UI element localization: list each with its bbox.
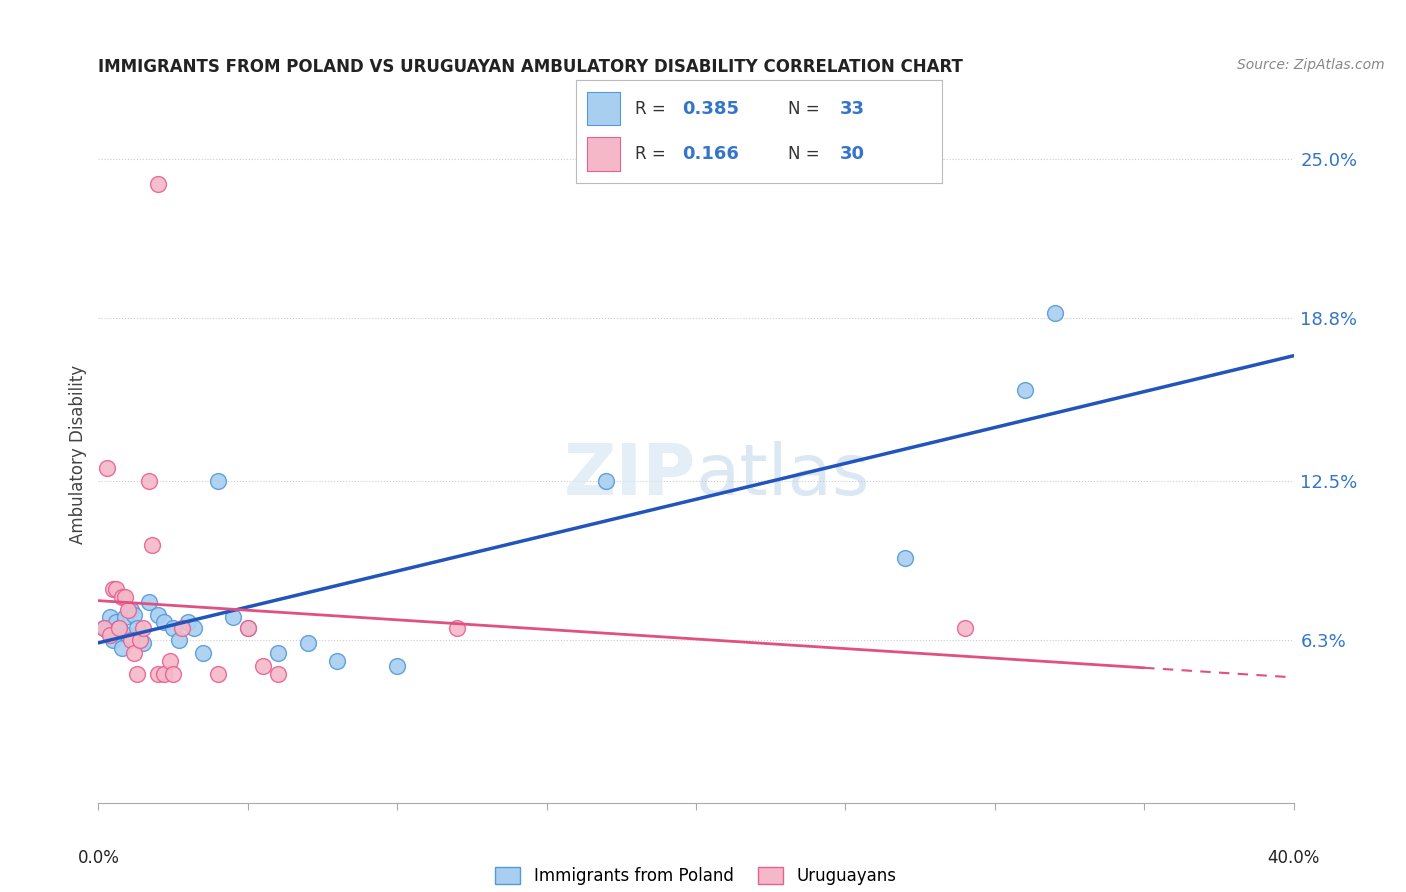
Point [297,636,319,650]
Text: 30: 30 [839,145,865,163]
Point [148,607,170,622]
Point [153,667,176,681]
Point [108,621,131,635]
Text: 0.385: 0.385 [682,100,740,118]
Point [127,667,149,681]
Point [105,615,128,630]
Point [114,590,136,604]
Point [100,610,122,624]
Text: ZIP: ZIP [564,442,696,510]
Point [191,646,214,660]
Point [207,667,229,681]
Point [153,615,176,630]
Point [103,582,125,596]
Point [129,633,152,648]
Text: 40.0%: 40.0% [1267,849,1320,867]
Text: R =: R = [636,145,671,163]
Point [236,621,259,635]
Point [162,667,184,681]
Point [103,628,125,642]
Point [127,621,149,635]
Point [267,667,290,681]
Point [93,621,115,635]
Point [148,667,170,681]
Point [177,615,200,630]
Text: atlas: atlas [696,442,870,510]
Point [111,590,134,604]
Point [96,623,118,637]
Point [117,602,139,616]
Point [159,654,181,668]
Point [114,610,136,624]
Point [111,641,134,656]
Point [595,474,617,488]
Point [894,551,917,566]
Point [267,646,290,660]
Point [120,633,142,648]
Point [120,602,142,616]
Point [103,633,125,648]
Point [385,659,409,673]
Point [117,628,139,642]
Point [953,621,976,635]
Point [100,628,122,642]
Point [148,178,170,192]
Point [1043,306,1066,320]
FancyBboxPatch shape [588,92,620,126]
Y-axis label: Ambulatory Disability: Ambulatory Disability [69,366,87,544]
Point [108,621,131,635]
Point [1014,384,1036,398]
Point [124,607,146,622]
Text: IMMIGRANTS FROM POLAND VS URUGUAYAN AMBULATORY DISABILITY CORRELATION CHART: IMMIGRANTS FROM POLAND VS URUGUAYAN AMBU… [98,58,963,76]
Legend: Immigrants from Poland, Uruguayans: Immigrants from Poland, Uruguayans [495,867,897,885]
Point [93,621,115,635]
Point [124,646,146,660]
Text: R =: R = [636,100,671,118]
Point [167,633,190,648]
Text: Source: ZipAtlas.com: Source: ZipAtlas.com [1237,58,1385,72]
Point [222,610,245,624]
Point [105,582,128,596]
Point [172,621,194,635]
Point [207,474,229,488]
Point [132,636,155,650]
Point [162,621,184,635]
Point [183,621,205,635]
Point [252,659,274,673]
Point [96,460,118,475]
Text: 0.0%: 0.0% [77,849,120,867]
Point [236,621,259,635]
Point [326,654,349,668]
Text: N =: N = [789,100,825,118]
Text: 33: 33 [839,100,865,118]
Point [138,595,160,609]
Point [132,621,155,635]
Text: 0.166: 0.166 [682,145,740,163]
FancyBboxPatch shape [588,136,620,170]
Text: N =: N = [789,145,825,163]
Point [138,474,160,488]
Point [446,621,468,635]
Point [141,538,163,552]
